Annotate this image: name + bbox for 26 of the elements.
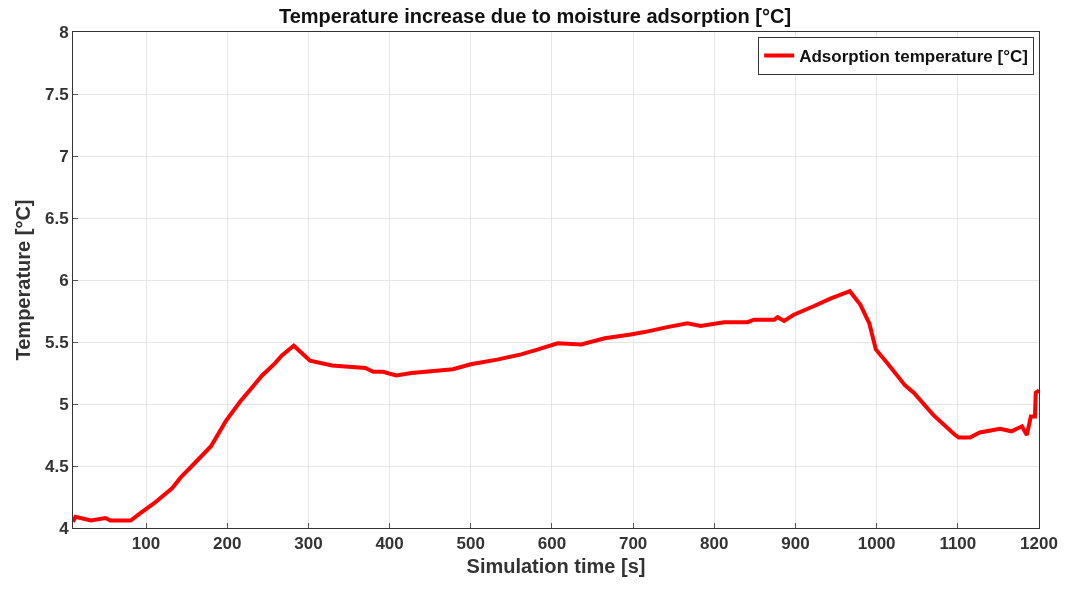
- chart-title: Temperature increase due to moisture adsorption [°C]: [278, 4, 792, 27]
- x-tick-label: 700: [618, 534, 648, 554]
- x-tick-label: 400: [375, 534, 404, 554]
- x-tick-label: 900: [781, 534, 810, 554]
- line-series: [73, 289, 1039, 524]
- y-tick-label: 7.5: [44, 84, 69, 104]
- x-tick-label: 200: [213, 534, 242, 554]
- y-tick-label: 4: [59, 518, 70, 538]
- y-axis-title: Temperature [°C]: [12, 199, 35, 361]
- x-tick-label: 600: [537, 534, 567, 554]
- x-tick-label: 1200: [1020, 534, 1058, 554]
- x-tick-label: 100: [131, 534, 161, 554]
- y-tick-label: 4.5: [44, 456, 69, 476]
- y-tick-label: 6.5: [44, 208, 69, 228]
- y-tick-label: 8: [59, 22, 69, 42]
- y-tick-label: 5: [59, 394, 69, 414]
- y-tick-label: 7: [59, 146, 69, 166]
- y-tick-label: 5.5: [44, 332, 69, 352]
- y-tick-label: 6: [59, 270, 69, 290]
- x-tick-label: 1100: [939, 534, 977, 554]
- x-tick-label: 300: [294, 534, 323, 554]
- x-axis-title: Simulation time [s]: [466, 554, 646, 577]
- legend-label: Adsorption temperature [°C]: [799, 47, 1028, 67]
- x-tick-label: 500: [456, 534, 485, 554]
- x-tick-label: 1000: [857, 534, 896, 554]
- x-tick-label: 800: [700, 534, 729, 554]
